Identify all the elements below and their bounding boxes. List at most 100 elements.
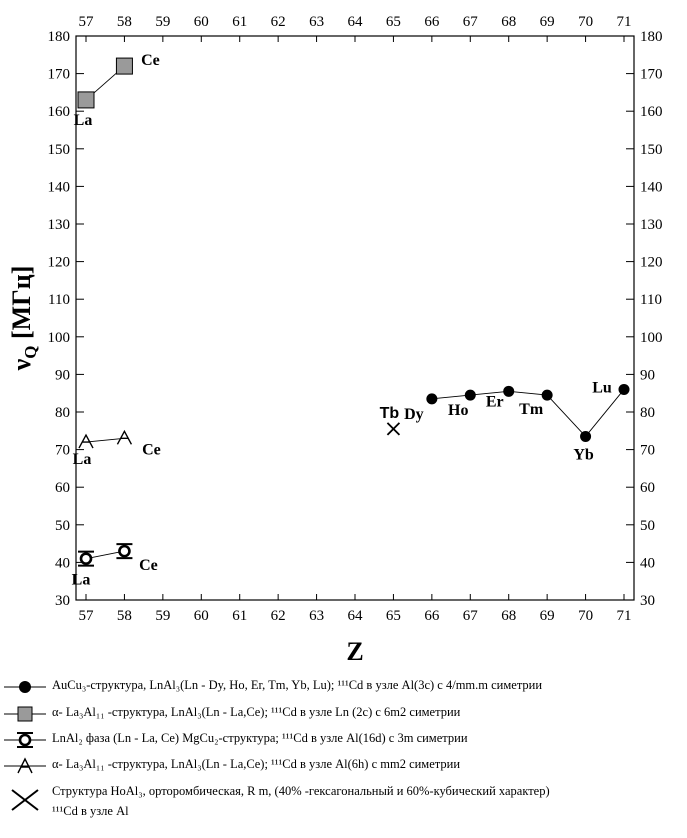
y-tick-label: 50 — [55, 518, 70, 534]
legend-marker-mgcu2-symbol — [4, 732, 46, 748]
y-axis-label-unit: [МГц] — [7, 266, 36, 346]
series: Tb — [380, 405, 401, 436]
series: La Ce — [72, 543, 158, 589]
series: La Ce — [74, 52, 160, 129]
y-tick-label: 60 — [55, 480, 70, 496]
data-point — [580, 430, 592, 442]
y-tick-label-right: 60 — [640, 480, 655, 496]
data-label: Ce — [141, 52, 160, 69]
y-tick-label-right: 130 — [640, 217, 663, 233]
data-label: La — [72, 572, 91, 589]
y-tick-label: 170 — [48, 67, 71, 83]
x-tick-label: 67 — [463, 608, 479, 624]
y-tick-label-right: 80 — [640, 405, 655, 421]
data-point — [115, 57, 133, 75]
x-tick-label-top: 60 — [194, 14, 209, 30]
x-tick-label-top: 71 — [617, 14, 632, 30]
y-tick-label-right: 50 — [640, 518, 655, 534]
y-tick-label-right: 70 — [640, 443, 655, 459]
x-tick-label: 66 — [424, 608, 440, 624]
y-tick-label-right: 40 — [640, 555, 655, 571]
x-tick-label-top: 68 — [501, 14, 516, 30]
x-axis-label: Z — [346, 637, 363, 666]
y-tick-label-right: 180 — [640, 29, 663, 45]
x-tick-label: 60 — [194, 608, 209, 624]
data-label: Lu — [592, 379, 612, 396]
data-point — [77, 91, 95, 109]
y-tick-label: 80 — [55, 405, 70, 421]
y-tick-label-right: 90 — [640, 367, 655, 383]
y-tick-label: 160 — [48, 104, 71, 120]
x-tick-label: 62 — [271, 608, 286, 624]
legend-item: LnAl₂ фаза (Ln - La, Ce) MgCu₂-структура… — [0, 729, 687, 751]
data-point — [78, 433, 94, 449]
data-point — [386, 422, 401, 436]
y-axis-label: νQ [МГц] — [7, 266, 40, 372]
y-tick-label-right: 100 — [640, 330, 663, 346]
x-tick-label: 71 — [617, 608, 632, 624]
y-tick-label: 100 — [48, 330, 71, 346]
y-tick-label-right: 140 — [640, 179, 663, 195]
data-label: La — [73, 451, 92, 468]
x-tick-label-top: 64 — [348, 14, 364, 30]
x-tick-label: 63 — [309, 608, 324, 624]
data-label: Er — [486, 393, 504, 410]
y-tick-label: 150 — [48, 142, 71, 158]
y-tick-label: 90 — [55, 367, 70, 383]
data-label: Tb — [380, 405, 400, 422]
x-tick-label: 69 — [540, 608, 555, 624]
y-tick-label: 110 — [48, 292, 70, 308]
x-tick-label-top: 69 — [540, 14, 555, 30]
data-point — [503, 385, 515, 397]
series-line — [85, 550, 125, 560]
x-tick-label-top: 59 — [155, 14, 170, 30]
x-tick-label: 59 — [155, 608, 170, 624]
x-tick-label-top: 62 — [271, 14, 286, 30]
x-tick-label-top: 63 — [309, 14, 324, 30]
data-label: Dy — [404, 406, 424, 423]
legend-label: Структура HoAl₃, орторомбическая, R m, (… — [52, 784, 550, 798]
y-tick-label-right: 160 — [640, 104, 663, 120]
data-label: Ho — [448, 402, 468, 419]
x-tick-label-top: 70 — [578, 14, 593, 30]
y-axis-label-sub: Q — [21, 346, 40, 359]
x-tick-label: 65 — [386, 608, 401, 624]
y-tick-label-right: 30 — [640, 593, 655, 609]
legend-label: LnAl₂ фаза (Ln - La, Ce) MgCu₂-структура… — [52, 731, 468, 745]
y-tick-label: 180 — [48, 29, 71, 45]
data-point — [618, 383, 630, 395]
data-label: Tm — [519, 401, 544, 418]
y-tick-label: 30 — [55, 593, 70, 609]
x-tick-label: 64 — [348, 608, 364, 624]
x-tick-label: 70 — [578, 608, 593, 624]
series: La Ce — [73, 429, 161, 468]
x-tick-label: 58 — [117, 608, 132, 624]
data-point — [78, 550, 94, 567]
legend-marker-cross — [11, 789, 39, 811]
x-tick-label: 61 — [232, 608, 247, 624]
legend-item: Структура HoAl₃, орторомбическая, R m, (… — [0, 782, 687, 826]
x-tick-label-top: 58 — [117, 14, 132, 30]
y-tick-label: 120 — [48, 255, 71, 271]
x-tick-label-top: 61 — [232, 14, 247, 30]
series-layer: Dy Ho Er Tm Yb Lu La Ce La Ce La Ce Tb — [72, 52, 630, 589]
x-tick-label: 57 — [79, 608, 95, 624]
y-tick-label-right: 110 — [640, 292, 662, 308]
y-tick-label: 140 — [48, 179, 71, 195]
x-tick-label-top: 65 — [386, 14, 401, 30]
data-label: Ce — [142, 441, 161, 458]
data-point — [541, 389, 553, 401]
plot-frame — [75, 35, 635, 601]
legend-item: α- La₃Al₁₁ -структура, LnAl₃(Ln - La,Ce)… — [0, 703, 687, 725]
axis-ticks: 57 57 58 58 59 59 60 60 61 61 62 62 63 63 64 64 65 65 66 66… — [48, 14, 663, 624]
legend-item: α- La₃Al₁₁ -структура, LnAl₃(Ln - La,Ce)… — [0, 755, 687, 777]
x-tick-label: 68 — [501, 608, 516, 624]
y-tick-label: 40 — [55, 555, 70, 571]
x-tick-label-top: 66 — [424, 14, 440, 30]
series-line — [431, 389, 625, 438]
data-label: Yb — [573, 446, 594, 463]
data-point — [116, 543, 133, 560]
chart-area: 57 57 58 58 59 59 60 60 61 61 62 62 63 63 64 64 65 65 66 66… — [7, 14, 663, 666]
legend-label: AuCu₃-структура, LnAl₃(Ln - Dy, Ho, Er, … — [52, 678, 543, 692]
data-point — [426, 393, 438, 405]
